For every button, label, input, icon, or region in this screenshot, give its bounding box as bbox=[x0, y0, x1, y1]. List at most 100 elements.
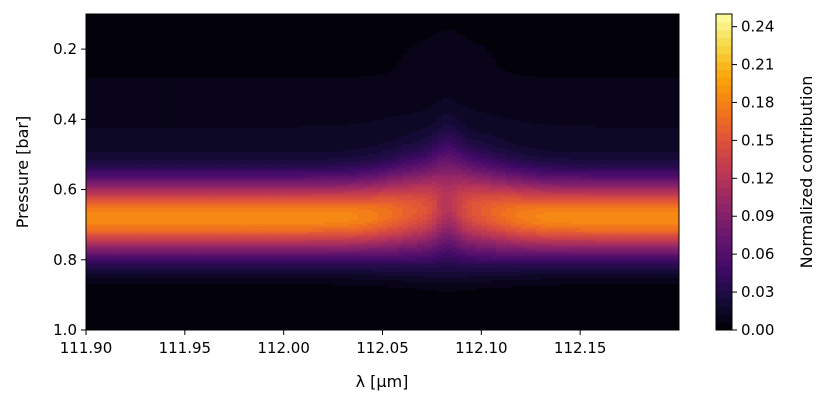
heatmap-cell bbox=[189, 314, 196, 317]
heatmap-cell bbox=[179, 24, 186, 27]
heatmap-cell bbox=[174, 164, 181, 167]
heatmap-cell bbox=[105, 214, 112, 217]
heatmap-cell bbox=[160, 286, 166, 289]
heatmap-cell bbox=[105, 310, 112, 313]
heatmap-cell bbox=[165, 94, 171, 97]
heatmap-cell bbox=[184, 230, 191, 233]
heatmap-cell bbox=[140, 288, 146, 291]
heatmap-cell bbox=[140, 314, 146, 317]
heatmap-cell bbox=[130, 274, 137, 277]
heatmap-cell bbox=[120, 232, 127, 235]
heatmap-cell bbox=[174, 218, 181, 221]
heatmap-cell bbox=[194, 318, 201, 321]
heatmap-cell bbox=[105, 320, 112, 323]
heatmap-cell bbox=[165, 326, 171, 329]
heatmap-cell bbox=[155, 164, 161, 167]
heatmap-cell bbox=[90, 322, 97, 325]
heatmap-cell bbox=[86, 98, 92, 101]
heatmap-cell bbox=[214, 278, 221, 281]
heatmap-cell bbox=[179, 136, 186, 139]
heatmap-cell bbox=[120, 58, 127, 61]
heatmap-cell bbox=[155, 240, 161, 243]
heatmap-cell bbox=[165, 302, 171, 305]
heatmap-cell bbox=[174, 34, 181, 37]
heatmap-cell bbox=[145, 202, 151, 205]
heatmap-cell bbox=[110, 250, 117, 253]
heatmap-cell bbox=[209, 328, 216, 330]
heatmap-cell bbox=[219, 240, 225, 243]
heatmap-cell bbox=[209, 140, 216, 143]
heatmap-cell bbox=[90, 184, 97, 187]
heatmap-cell bbox=[160, 178, 166, 181]
heatmap-cell bbox=[189, 254, 196, 257]
heatmap-cell bbox=[145, 240, 151, 243]
heatmap-cell bbox=[174, 208, 181, 211]
heatmap-cell bbox=[155, 40, 161, 43]
heatmap-cell bbox=[110, 154, 117, 157]
heatmap-cell bbox=[199, 122, 206, 125]
heatmap-cell bbox=[204, 142, 211, 145]
heatmap-cell bbox=[174, 166, 181, 169]
heatmap-cell bbox=[130, 238, 137, 241]
heatmap-cell bbox=[209, 322, 216, 325]
heatmap-cell bbox=[199, 76, 206, 79]
heatmap-cell bbox=[150, 226, 156, 229]
heatmap-cell bbox=[140, 230, 146, 233]
heatmap-cell bbox=[170, 268, 176, 271]
heatmap-cell bbox=[179, 118, 186, 121]
heatmap-cell bbox=[160, 108, 166, 111]
heatmap-cell bbox=[120, 114, 127, 117]
heatmap-cell bbox=[125, 70, 132, 73]
heatmap-cell bbox=[214, 318, 221, 321]
heatmap-cell bbox=[174, 252, 181, 255]
heatmap-cell bbox=[184, 256, 191, 259]
heatmap-cell bbox=[165, 162, 171, 165]
heatmap-cell bbox=[219, 222, 225, 225]
heatmap-cell bbox=[189, 66, 196, 69]
heatmap-cell bbox=[170, 312, 176, 315]
heatmap-cell bbox=[204, 128, 211, 131]
heatmap-cell bbox=[110, 180, 117, 183]
heatmap-cell bbox=[95, 76, 102, 79]
heatmap-cell bbox=[140, 204, 146, 207]
heatmap-cell bbox=[160, 290, 166, 293]
heatmap-cell bbox=[155, 62, 161, 65]
heatmap-cell bbox=[86, 78, 92, 81]
heatmap-cell bbox=[145, 208, 151, 211]
heatmap-cell bbox=[214, 306, 221, 309]
heatmap-cell bbox=[174, 14, 181, 17]
heatmap-cell bbox=[184, 14, 191, 17]
heatmap-cell bbox=[150, 56, 156, 59]
heatmap-cell bbox=[189, 46, 196, 49]
heatmap-cell bbox=[150, 278, 156, 281]
heatmap-cell bbox=[170, 194, 176, 197]
heatmap-cell bbox=[115, 50, 122, 53]
heatmap-cell bbox=[184, 60, 191, 63]
heatmap-cell bbox=[120, 190, 127, 193]
heatmap-cell bbox=[199, 64, 206, 67]
heatmap-cell bbox=[189, 232, 196, 235]
heatmap-cell bbox=[95, 146, 102, 149]
heatmap-cell bbox=[125, 82, 132, 85]
heatmap-cell bbox=[179, 300, 186, 303]
heatmap-cell bbox=[160, 62, 166, 65]
heatmap-cell bbox=[150, 138, 156, 141]
heatmap-cell bbox=[219, 258, 225, 261]
heatmap-cell bbox=[155, 68, 161, 71]
heatmap-cell bbox=[219, 46, 225, 49]
heatmap-cell bbox=[90, 280, 97, 283]
heatmap-cell bbox=[184, 204, 191, 207]
heatmap-cell bbox=[120, 68, 127, 71]
heatmap-cell bbox=[86, 240, 92, 243]
heatmap-cell bbox=[125, 18, 132, 21]
heatmap-cell bbox=[214, 88, 221, 91]
heatmap-cell bbox=[105, 234, 112, 237]
heatmap-cell bbox=[219, 300, 225, 303]
heatmap-cell bbox=[130, 176, 137, 179]
heatmap-cell bbox=[115, 34, 122, 37]
heatmap-cell bbox=[125, 44, 132, 47]
heatmap-cell bbox=[219, 100, 225, 103]
heatmap-cell bbox=[120, 22, 127, 25]
heatmap-cell bbox=[174, 168, 181, 171]
heatmap-cell bbox=[130, 270, 137, 273]
